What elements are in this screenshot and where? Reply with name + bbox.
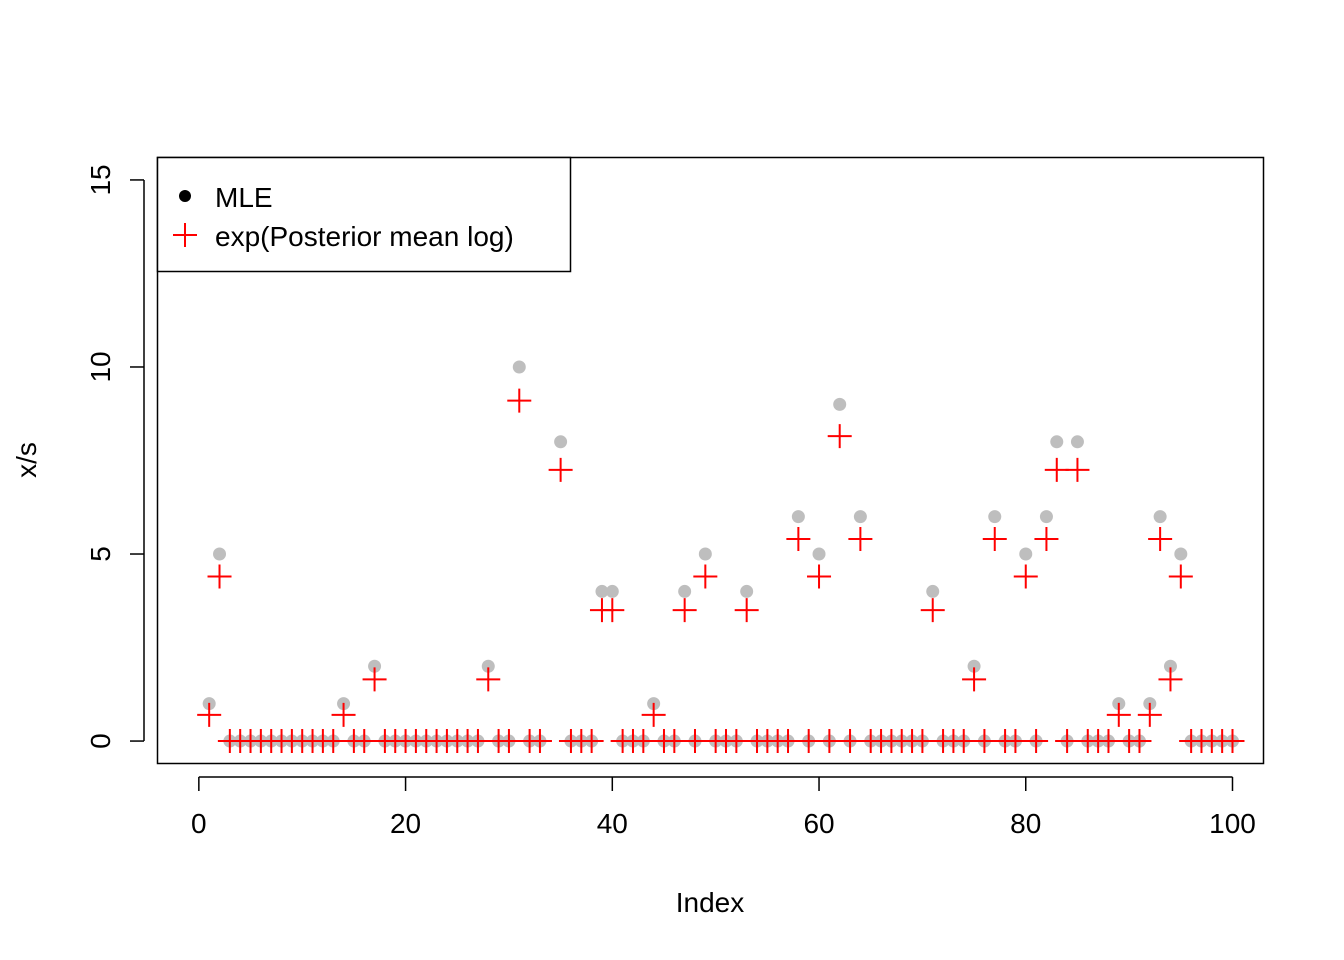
- mle-point: [1019, 547, 1033, 561]
- posterior-point: [600, 598, 625, 623]
- mle-point: [698, 547, 712, 561]
- posterior-point: [1013, 564, 1038, 589]
- x-tick-label: 40: [597, 808, 628, 839]
- posterior-point: [838, 729, 863, 754]
- mle-point: [967, 659, 981, 673]
- mle-point: [481, 659, 495, 673]
- posterior-point: [1168, 564, 1193, 589]
- posterior-point: [1003, 729, 1028, 754]
- mle-point: [988, 510, 1002, 524]
- posterior-point: [496, 729, 521, 754]
- mle-point: [791, 510, 805, 524]
- x-axis: 0 20 40 60 80 100: [191, 776, 1256, 839]
- y-tick-label: 5: [85, 546, 116, 562]
- posterior-point: [641, 702, 666, 727]
- x-axis-label: Index: [676, 887, 745, 918]
- posterior-point: [465, 729, 490, 754]
- posterior-point: [352, 729, 377, 754]
- posterior-point: [807, 564, 832, 589]
- posterior-point: [1096, 729, 1121, 754]
- posterior-point: [1106, 702, 1131, 727]
- posterior-point: [631, 729, 656, 754]
- mle-point: [554, 435, 568, 449]
- mle-point: [368, 659, 382, 673]
- mle-point: [605, 584, 619, 598]
- posterior-point: [527, 729, 552, 754]
- posterior-point: [972, 729, 997, 754]
- mle-point: [213, 547, 227, 561]
- y-axis-label: x/s: [11, 442, 42, 478]
- y-tick-label: 15: [85, 164, 116, 195]
- plot-frame: [156, 156, 1265, 765]
- posterior-point: [1127, 729, 1152, 754]
- posterior-point: [1034, 527, 1059, 552]
- y-tick-label: 10: [85, 351, 116, 382]
- posterior-point: [1148, 527, 1173, 552]
- posterior-point: [1065, 457, 1090, 482]
- legend-mle-label: MLE: [215, 182, 273, 213]
- posterior-point: [848, 527, 873, 552]
- posterior-point: [776, 729, 801, 754]
- posterior-point: [579, 729, 604, 754]
- posterior-point: [1055, 729, 1080, 754]
- posterior-point: [1158, 667, 1183, 692]
- posterior-point: [951, 729, 976, 754]
- series-posterior: [197, 388, 1245, 754]
- series-mle: [202, 360, 1239, 748]
- mle-point: [1050, 435, 1064, 449]
- posterior-point: [476, 667, 501, 692]
- posterior-point: [672, 598, 697, 623]
- mle-point: [512, 360, 526, 374]
- x-tick-label: 80: [1010, 808, 1041, 839]
- y-tick-label: 0: [85, 733, 116, 749]
- posterior-point: [693, 564, 718, 589]
- posterior-point: [827, 424, 852, 449]
- mle-point: [926, 584, 940, 598]
- posterior-point: [724, 729, 749, 754]
- posterior-point: [507, 388, 532, 413]
- posterior-point: [796, 729, 821, 754]
- x-tick-label: 100: [1209, 808, 1256, 839]
- x-tick-label: 60: [803, 808, 834, 839]
- posterior-point: [962, 667, 987, 692]
- posterior-point: [1044, 457, 1069, 482]
- y-axis: 0 5 10 15: [85, 164, 145, 749]
- posterior-point: [321, 729, 346, 754]
- posterior-point: [197, 702, 222, 727]
- posterior-point: [920, 598, 945, 623]
- legend-box: [156, 156, 572, 273]
- posterior-point: [548, 457, 573, 482]
- mle-point: [1174, 547, 1188, 561]
- posterior-point: [982, 527, 1007, 552]
- mle-point: [853, 510, 867, 524]
- posterior-point: [1137, 702, 1162, 727]
- mle-point: [1039, 510, 1053, 524]
- posterior-point: [207, 564, 232, 589]
- mle-point: [1070, 435, 1084, 449]
- mle-point: [678, 584, 692, 598]
- x-tick-label: 20: [390, 808, 421, 839]
- legend-posterior-marker: [173, 223, 197, 247]
- mle-point: [740, 584, 754, 598]
- x-tick-label: 0: [191, 808, 207, 839]
- mle-point: [812, 547, 826, 561]
- posterior-point: [1220, 729, 1245, 754]
- mle-point: [1153, 510, 1167, 524]
- posterior-point: [1024, 729, 1049, 754]
- posterior-point: [910, 729, 935, 754]
- mle-point: [1163, 659, 1177, 673]
- legend: MLE exp(Posterior mean log): [156, 156, 572, 273]
- mle-point: [595, 584, 609, 598]
- mle-point: [833, 397, 847, 411]
- posterior-point: [662, 729, 687, 754]
- posterior-point: [682, 729, 707, 754]
- posterior-point: [817, 729, 842, 754]
- posterior-point: [786, 527, 811, 552]
- posterior-point: [362, 667, 387, 692]
- posterior-point: [331, 702, 356, 727]
- legend-mle-marker: [179, 190, 191, 202]
- legend-posterior-label: exp(Posterior mean log): [215, 221, 514, 252]
- posterior-point: [734, 598, 759, 623]
